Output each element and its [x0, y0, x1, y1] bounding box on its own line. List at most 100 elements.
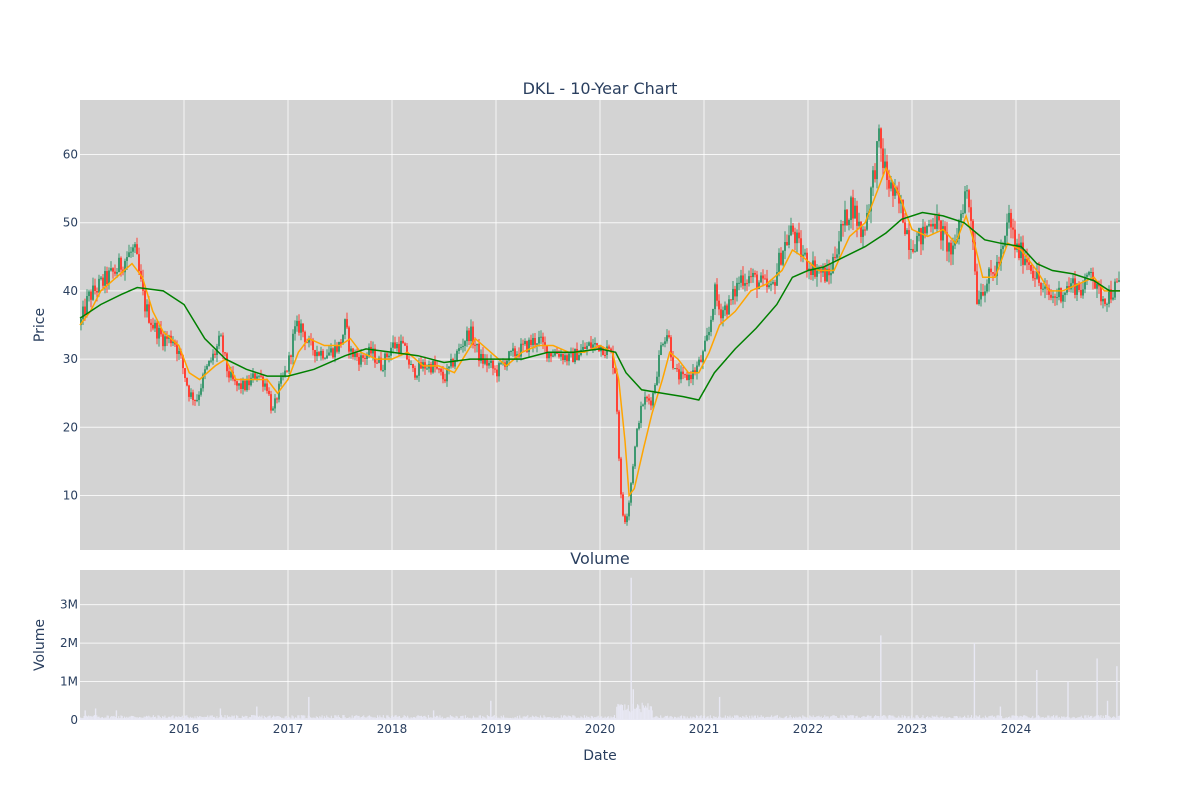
- moving-average-line-1: [79, 166, 1120, 498]
- candle-body: [220, 335, 222, 337]
- volume-y-tick-label: 1M: [60, 675, 78, 689]
- candle-body: [308, 339, 310, 343]
- candle-body: [522, 343, 524, 345]
- candle-body: [632, 466, 634, 484]
- candle-body: [888, 180, 890, 189]
- candle-body: [798, 232, 800, 239]
- candle-body: [912, 248, 914, 252]
- candle-body: [254, 373, 256, 379]
- candle-body: [1078, 283, 1080, 291]
- candle-body: [906, 230, 908, 235]
- candle-body: [790, 225, 792, 236]
- candle-body: [1038, 271, 1040, 283]
- candle-body: [1082, 289, 1084, 296]
- candle-body: [524, 341, 526, 345]
- candle-body: [698, 359, 700, 366]
- candle-body: [722, 310, 724, 319]
- candle-body: [520, 343, 522, 357]
- candle-body: [336, 345, 338, 352]
- candle-body: [636, 428, 638, 447]
- candle-body: [670, 337, 672, 358]
- candle-body: [236, 381, 238, 386]
- candle-body: [404, 343, 406, 346]
- candle-body: [1086, 274, 1088, 277]
- candle-body: [1010, 212, 1012, 228]
- candle-body: [534, 337, 536, 345]
- candle-body: [656, 376, 658, 386]
- candle-body: [774, 282, 776, 286]
- candle-body: [976, 271, 978, 304]
- candle-body: [316, 352, 318, 357]
- candle-body: [980, 291, 982, 300]
- candle-body: [730, 299, 732, 301]
- price-y-tick-labels: 10 20 30 40 50 60: [63, 148, 78, 503]
- candle-body: [576, 348, 578, 361]
- candle-body: [1090, 272, 1092, 274]
- date-x-tick-label: 2021: [689, 722, 720, 736]
- candle-body: [550, 352, 552, 357]
- candle-body: [584, 346, 586, 349]
- candle-body: [338, 341, 340, 352]
- chart-title: DKL - 10-Year Chart: [523, 79, 678, 98]
- candle-body: [1108, 289, 1110, 304]
- candle-body: [660, 345, 662, 355]
- candle-body: [1036, 271, 1038, 279]
- candle-body: [106, 271, 108, 285]
- candle-body: [386, 353, 388, 358]
- candle-body: [866, 212, 868, 230]
- candle-body: [300, 323, 302, 333]
- candle-body: [898, 193, 900, 204]
- candle-body: [118, 257, 120, 273]
- candle-body: [554, 351, 556, 356]
- candle-body: [128, 252, 130, 258]
- candle-body: [228, 371, 230, 378]
- candle-body: [938, 216, 940, 221]
- candle-body: [452, 358, 454, 367]
- candle-body: [238, 383, 240, 386]
- candle-body: [372, 348, 374, 354]
- candle-body: [414, 368, 416, 378]
- candle-body: [714, 284, 716, 310]
- candle-body: [92, 285, 94, 300]
- candle-body: [1006, 222, 1008, 236]
- candle-body: [662, 343, 664, 346]
- candle-body: [478, 343, 480, 361]
- candle-body: [138, 254, 140, 271]
- candle-body: [110, 268, 112, 271]
- candle-body: [384, 353, 386, 371]
- candle-body: [1110, 289, 1112, 300]
- candle-body: [776, 272, 778, 286]
- candle-body: [598, 345, 600, 352]
- candle-body: [852, 197, 854, 219]
- candle-body: [306, 342, 308, 344]
- candle-body: [486, 359, 488, 366]
- candle-body: [836, 254, 838, 258]
- candle-body: [848, 220, 850, 226]
- candle-body: [292, 333, 294, 357]
- candle-body: [172, 341, 174, 344]
- candle-body: [1026, 258, 1028, 263]
- candle-body: [800, 238, 802, 257]
- candle-body: [120, 257, 122, 270]
- candle-body: [136, 244, 138, 255]
- candle-body: [98, 278, 100, 293]
- candle-body: [512, 348, 514, 352]
- candle-body: [780, 252, 782, 265]
- candle-body: [910, 248, 912, 250]
- candle-body: [150, 322, 152, 325]
- candle-body: [456, 350, 458, 361]
- candle-body: [1042, 288, 1044, 290]
- volume-y-tick-labels: 0 1M 2M 3M: [60, 598, 78, 727]
- candle-body: [1000, 249, 1002, 264]
- candle-body: [810, 268, 812, 275]
- price-y-tick-label: 10: [63, 488, 78, 502]
- candle-body: [446, 368, 448, 382]
- candle-body: [392, 342, 394, 348]
- candle-body: [728, 299, 730, 315]
- candle-body: [448, 366, 450, 369]
- date-x-tick-label: 2018: [377, 722, 408, 736]
- moving-average-lines: [79, 166, 1120, 498]
- candle-body: [874, 170, 876, 180]
- candle-body: [408, 359, 410, 365]
